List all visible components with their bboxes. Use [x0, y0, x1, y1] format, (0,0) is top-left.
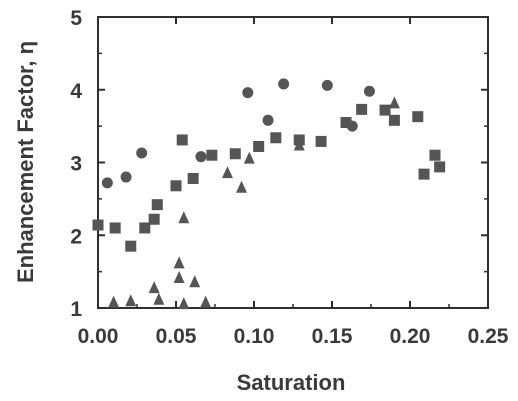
square-point — [92, 219, 104, 231]
x-tick-label: 0.05 — [156, 325, 197, 348]
x-tick-label: 0.00 — [78, 325, 119, 348]
square-point — [187, 173, 199, 185]
x-tick-label: 0.15 — [312, 325, 353, 348]
circle-point — [195, 151, 207, 163]
square-point — [109, 222, 121, 234]
circle-point — [120, 171, 132, 183]
square-point — [418, 168, 430, 180]
square-point — [148, 213, 160, 225]
square-point — [340, 116, 352, 128]
y-tick-label: 4 — [70, 80, 82, 103]
square-point — [315, 135, 327, 147]
square-point — [176, 134, 188, 146]
triangle-point — [388, 96, 400, 109]
triangle-point — [108, 295, 120, 308]
triangle-point — [153, 292, 165, 305]
square-point — [379, 104, 391, 116]
y-tick-labels: 1 2 3 4 5 — [70, 7, 82, 321]
circle-point — [262, 114, 274, 126]
triangle-point — [221, 166, 233, 179]
y-tick-label: 2 — [70, 225, 82, 248]
square-point — [170, 180, 182, 192]
x-axis-title: Saturation — [237, 370, 346, 395]
x-tick-labels: 0.00 0.05 0.10 0.15 0.20 0.25 — [78, 325, 509, 348]
square-point — [206, 149, 218, 161]
plot-frame — [97, 16, 489, 309]
triangle-point — [125, 294, 137, 307]
y-axis-title: Enhancement Factor, η — [13, 41, 38, 283]
axes — [97, 16, 489, 309]
y-tick-label: 5 — [70, 7, 82, 30]
y-tick-label: 1 — [70, 298, 82, 321]
circle-point — [136, 147, 148, 159]
x-tick-label: 0.20 — [390, 325, 431, 348]
triangle-point — [178, 211, 190, 224]
data-points — [92, 78, 446, 310]
triangle-point — [200, 295, 212, 308]
square-point — [253, 140, 265, 152]
triangle-point — [189, 275, 201, 288]
square-point — [356, 103, 368, 115]
circle-point — [242, 87, 254, 99]
square-point — [429, 149, 441, 161]
square-point — [151, 199, 163, 211]
triangle-point — [173, 270, 185, 283]
circle-point — [278, 78, 290, 90]
square-point — [270, 132, 282, 144]
circle-point — [321, 79, 333, 91]
triangle-point — [236, 180, 248, 193]
triangle-point — [173, 256, 185, 269]
triangle-point — [178, 297, 190, 310]
square-point — [229, 148, 241, 160]
square-point — [125, 240, 137, 252]
x-tick-label: 0.25 — [468, 325, 509, 348]
square-point — [388, 114, 400, 126]
x-tick-label: 0.10 — [234, 325, 275, 348]
square-point — [434, 161, 446, 173]
circle-point — [101, 177, 113, 189]
square-point — [139, 222, 151, 234]
y-tick-label: 3 — [70, 153, 82, 176]
triangle-point — [293, 138, 305, 151]
triangle-point — [243, 151, 255, 164]
triangle-point — [148, 281, 160, 294]
circle-point — [363, 85, 375, 97]
square-point — [412, 111, 424, 123]
